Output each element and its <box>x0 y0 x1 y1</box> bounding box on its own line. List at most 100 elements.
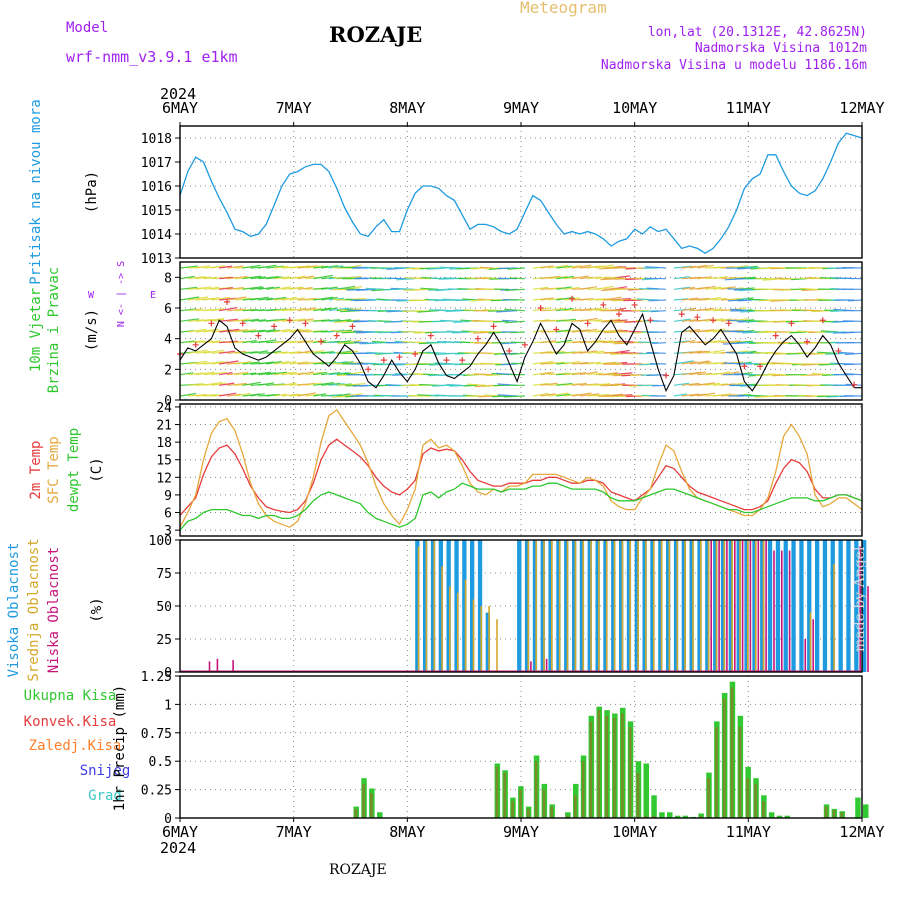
cloud-high-bar <box>485 612 490 672</box>
wind-arrow <box>811 372 831 376</box>
y-tick-label: 6 <box>164 302 172 317</box>
wind-arrow <box>234 297 252 301</box>
cloud-low-bar <box>726 540 728 672</box>
wind-arrow <box>728 276 747 280</box>
wind-arrow <box>321 296 338 301</box>
wind-arrow <box>289 265 311 269</box>
wind-arrow <box>681 382 700 386</box>
wind-compass: N <- | -> S <box>116 261 127 327</box>
wind-arrow <box>281 328 303 333</box>
wind-arrow <box>638 341 659 344</box>
model-name: wrf-nmm_v3.9.1 e1km <box>66 48 238 66</box>
wind-gust-mark <box>725 320 732 327</box>
precip-total-bar <box>674 815 681 818</box>
wind-arrow <box>274 308 293 312</box>
wind-arrow <box>187 308 203 312</box>
wind-arrow <box>211 351 226 354</box>
cloud-mid-bar <box>715 540 718 672</box>
wind-arrow <box>548 287 564 290</box>
cloud-mid-bar <box>637 540 639 672</box>
wind-arrow <box>313 319 330 322</box>
wind-arrow <box>697 361 712 365</box>
cloud-high-bar <box>862 540 867 672</box>
x-tick-label-top: 11MAY <box>726 99 771 117</box>
temperature-panel <box>179 408 863 531</box>
wind-arrow <box>281 371 298 376</box>
precip-conv-bar <box>574 795 577 818</box>
cloud-axis-high: Visoka Oblacnost <box>6 543 22 678</box>
wind-arrow <box>266 265 284 269</box>
wind-arrow <box>187 319 204 322</box>
wind-arrow <box>226 287 244 290</box>
y-tick-label: 1016 <box>141 180 172 195</box>
precip-total-bar <box>863 804 869 818</box>
wind-arrow <box>613 342 635 345</box>
wind-arrow <box>479 330 502 333</box>
y-tick-label: 24 <box>156 401 172 416</box>
wind-arrow <box>219 276 234 280</box>
precip-conv-bar <box>621 713 624 818</box>
wind-gust-mark <box>443 357 450 364</box>
wind-arrow <box>556 286 572 290</box>
wind-arrow <box>705 349 725 354</box>
y-tick-label: 9 <box>164 489 172 504</box>
wind-arrow <box>587 329 604 333</box>
y-tick-label: 0 <box>164 394 172 409</box>
wind-arrow <box>532 319 550 322</box>
wind-arrow <box>673 393 688 397</box>
temp-2m-line <box>179 438 863 516</box>
wind-gust-mark <box>208 320 215 327</box>
cloud-low-bar <box>812 619 814 672</box>
wind-arrow <box>564 308 581 312</box>
wind-arrow <box>646 351 667 354</box>
y-tick-label: 0.25 <box>141 784 172 799</box>
wind-arrow <box>203 318 224 322</box>
cloud-mid-bar <box>433 540 436 672</box>
wind-arrow <box>187 276 206 280</box>
precip-conv-bar <box>715 727 718 818</box>
wind-arrow <box>689 371 706 376</box>
wind-arrow <box>321 319 341 322</box>
cloud-high-bar <box>783 540 788 672</box>
wind-arrow <box>595 285 614 290</box>
wind-arrow <box>281 393 300 397</box>
precip-total-bar <box>855 797 861 818</box>
wind-arrow <box>712 371 731 376</box>
wind-arrow <box>226 382 248 386</box>
wind-arrow <box>681 286 695 290</box>
cloud-mid-bar <box>566 540 569 672</box>
wind-gust-mark <box>584 320 591 327</box>
wind-arrow <box>203 361 224 365</box>
wind-arrow <box>377 320 392 322</box>
wind-arrow <box>219 392 237 397</box>
cloud-low-bar <box>788 550 791 672</box>
precip-conv-bar <box>362 783 365 818</box>
wind-arrow <box>467 383 486 386</box>
wind-arrow <box>305 361 324 365</box>
wind-arrow <box>587 340 605 344</box>
wind-arrow <box>697 276 713 280</box>
wind-arrow <box>313 382 334 386</box>
wind-arrow <box>689 360 710 365</box>
y-tick-label: 0.75 <box>141 727 172 742</box>
wind-arrow <box>720 276 737 280</box>
wind-arrow <box>336 393 351 397</box>
cloud-high-bar <box>462 540 467 672</box>
wind-arrow <box>266 286 281 290</box>
wind-arrow <box>179 265 198 269</box>
pressure-axis-unit: (hPa) <box>84 171 100 213</box>
wind-arrow <box>428 288 447 291</box>
wind-arrow <box>211 361 229 365</box>
temp-axis-2m: 2m Temp <box>28 440 44 499</box>
wind-arrow <box>211 265 226 269</box>
wind-gust-mark <box>804 338 811 345</box>
precip-conv-bar <box>370 793 373 818</box>
wind-arrow <box>266 394 281 397</box>
wind-arrow <box>219 372 233 376</box>
wind-arrow <box>179 296 200 301</box>
wind-arrow <box>321 361 337 365</box>
temp-axis-dew: dewpt Temp <box>66 428 82 512</box>
cloud-high-bar <box>846 540 851 672</box>
panel-frames <box>175 122 863 822</box>
wind-arrow <box>203 328 219 333</box>
